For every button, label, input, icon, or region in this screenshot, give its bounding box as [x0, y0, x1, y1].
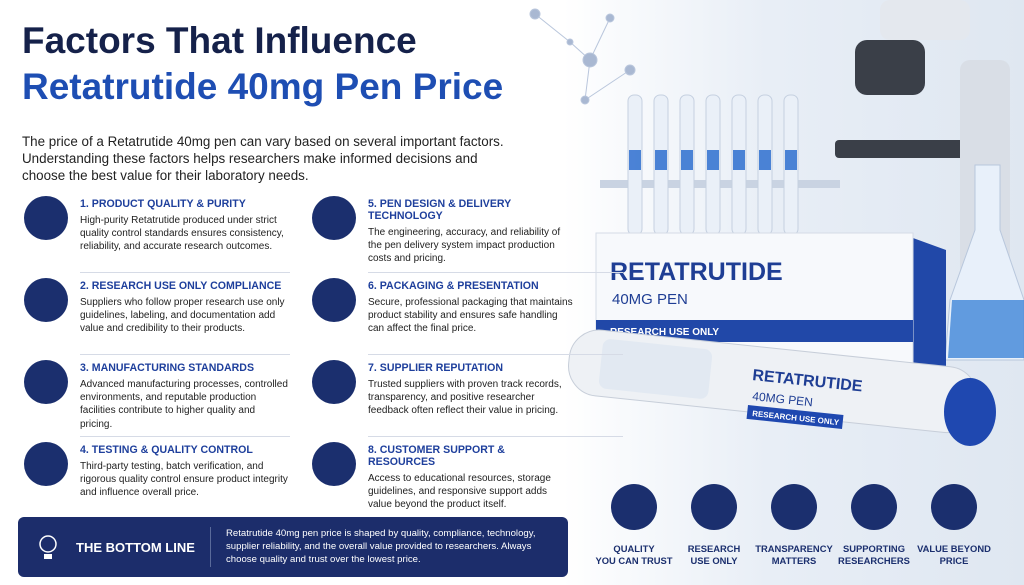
- factor-icon: [24, 360, 68, 404]
- factor-title: 5. PEN DESIGN & DELIVERY TECHNOLOGY: [368, 198, 512, 222]
- badge-label: SUPPORTING RESEARCHERS: [824, 543, 924, 567]
- badge-label: QUALITY YOU CAN TRUST: [584, 543, 684, 567]
- factor: 5. PEN DESIGN & DELIVERY TECHNOLOGY The e…: [368, 198, 573, 266]
- factor-title: 4. TESTING & QUALITY CONTROL: [80, 444, 253, 456]
- pen: RETATRUTIDE 40MG PEN RESEARCH USE ONLY: [568, 329, 996, 446]
- factor: 1. PRODUCT QUALITY & PURITY High-purity R…: [80, 198, 290, 254]
- factor: 8. CUSTOMER SUPPORT & RESOURCES Access to…: [368, 444, 573, 512]
- factor: 4. TESTING & QUALITY CONTROL Third-party …: [80, 444, 290, 500]
- badge-label-line: PRICE: [939, 555, 969, 566]
- title-line2: Retatrutide 40mg Pen Price: [22, 66, 504, 107]
- pen-dose: 40MG PEN: [752, 389, 814, 409]
- test-tubes: [600, 94, 840, 236]
- factor-title: 1. PRODUCT QUALITY & PURITY: [80, 198, 246, 210]
- factor-text: Trusted suppliers with proven track reco…: [368, 379, 562, 417]
- badge-label-line: VALUE BEYOND: [917, 543, 991, 554]
- factor-icon: [312, 442, 356, 486]
- factor-title: 2. RESEARCH USE ONLY COMPLIANCE: [80, 280, 282, 292]
- badge-icon: [931, 484, 977, 530]
- badge-label-line: USE ONLY: [690, 555, 738, 566]
- badge-label-line: TRANSPARENCY: [755, 543, 833, 554]
- badge-label-line: SUPPORTING: [843, 543, 905, 554]
- box-label: RESEARCH USE ONLY: [610, 327, 719, 338]
- bottom-text: Retatrutide 40mg pen price is shaped by …: [226, 528, 536, 565]
- factor-icon: [312, 360, 356, 404]
- separator: [80, 354, 290, 355]
- separator: [80, 436, 290, 437]
- separator: [368, 272, 623, 273]
- molecule: [529, 8, 636, 105]
- box-dose: 40MG PEN: [612, 291, 688, 308]
- bulb-icon: [39, 535, 57, 559]
- factor-icon: [312, 196, 356, 240]
- factor-icon: [24, 278, 68, 322]
- factor-icon: [312, 278, 356, 322]
- factor: 3. MANUFACTURING STANDARDS Advanced manuf…: [80, 362, 290, 431]
- factor: 2. RESEARCH USE ONLY COMPLIANCE Suppliers…: [80, 280, 290, 336]
- divider: [210, 527, 211, 567]
- title-line1: Factors That Influence: [22, 20, 417, 61]
- badge-label: RESEARCH USE ONLY: [664, 543, 764, 567]
- product-box: RETATRUTIDE 40MG PEN RESEARCH USE ONLY: [595, 232, 946, 375]
- factor-text: Third-party testing, batch verification,…: [80, 461, 288, 499]
- factor-title: 8. CUSTOMER SUPPORT & RESOURCES: [368, 444, 505, 468]
- factor-icon: [24, 196, 68, 240]
- bottom-line: THE BOTTOM LINE Retatrutide 40mg pen pri…: [18, 517, 568, 577]
- intro: The price of a Retatrutide 40mg pen can …: [22, 134, 504, 183]
- factor-text: Access to educational resources, storage…: [368, 473, 551, 511]
- badge-icon: [691, 484, 737, 530]
- factor-title: 6. PACKAGING & PRESENTATION: [368, 280, 539, 292]
- badge-label-line: RESEARCH: [687, 543, 741, 554]
- badge-icon: [851, 484, 897, 530]
- bottom-label: THE BOTTOM LINE: [76, 540, 195, 555]
- factor-text: Suppliers who follow proper research use…: [80, 297, 285, 335]
- badge-label: TRANSPARENCY MATTERS: [744, 543, 844, 567]
- badge-label-line: QUALITY: [613, 543, 655, 554]
- factor-text: The engineering, accuracy, and reliabili…: [368, 227, 561, 265]
- separator: [368, 436, 623, 437]
- flask: [944, 164, 1024, 361]
- factor: 7. SUPPLIER REPUTATION Trusted suppliers …: [368, 362, 573, 418]
- badge-icon: [611, 484, 657, 530]
- badge-label-line: RESEARCHERS: [838, 555, 910, 566]
- badge-label: VALUE BEYOND PRICE: [904, 543, 1004, 567]
- badge-icon: [771, 484, 817, 530]
- separator: [80, 272, 290, 273]
- factor: 6. PACKAGING & PRESENTATION Secure, profe…: [368, 280, 573, 336]
- box-name: RETATRUTIDE: [610, 258, 783, 286]
- separator: [368, 354, 623, 355]
- factor-text: Secure, professional packaging that main…: [368, 297, 573, 335]
- factor-title: 7. SUPPLIER REPUTATION: [368, 362, 503, 374]
- factor-icon: [24, 442, 68, 486]
- factor-text: Advanced manufacturing processes, contro…: [80, 379, 288, 430]
- badge-label-line: MATTERS: [771, 555, 817, 566]
- factor-text: High-purity Retatrutide produced under s…: [80, 215, 284, 253]
- factor-title: 3. MANUFACTURING STANDARDS: [80, 362, 255, 374]
- badge-label-line: YOU CAN TRUST: [595, 555, 673, 566]
